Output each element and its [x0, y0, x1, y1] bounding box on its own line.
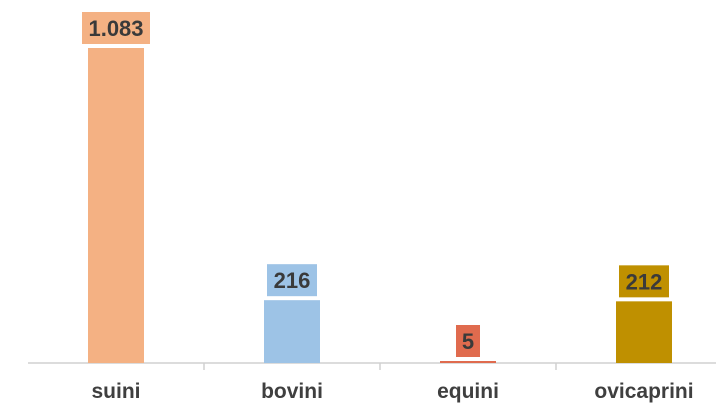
value-label-bovini: 216: [274, 268, 311, 293]
value-label-box-suini: [82, 12, 150, 44]
category-label-ovicaprini: ovicaprini: [594, 380, 693, 403]
bar-ovicaprini: [616, 301, 672, 363]
value-label-box-equini: [456, 325, 480, 357]
labels-group: 1.083 suini 216 bovini 5 equini 212 ovicaprini: [82, 12, 694, 403]
category-label-bovini: bovini: [261, 380, 323, 403]
category-label-equini: equini: [437, 380, 499, 403]
value-label-box-ovicaprini: [619, 265, 669, 298]
x-axis-ticks: [203, 363, 557, 370]
bar-suini: [88, 48, 144, 363]
value-label-suini: 1.083: [88, 16, 143, 41]
bar-bovini: [264, 300, 320, 363]
value-label-box-bovini: [267, 264, 317, 297]
value-label-ovicaprini: 212: [626, 269, 663, 294]
value-label-equini: 5: [462, 329, 474, 354]
category-label-suini: suini: [91, 380, 140, 403]
bar-equini: [440, 361, 496, 363]
bars-group: [88, 48, 672, 363]
